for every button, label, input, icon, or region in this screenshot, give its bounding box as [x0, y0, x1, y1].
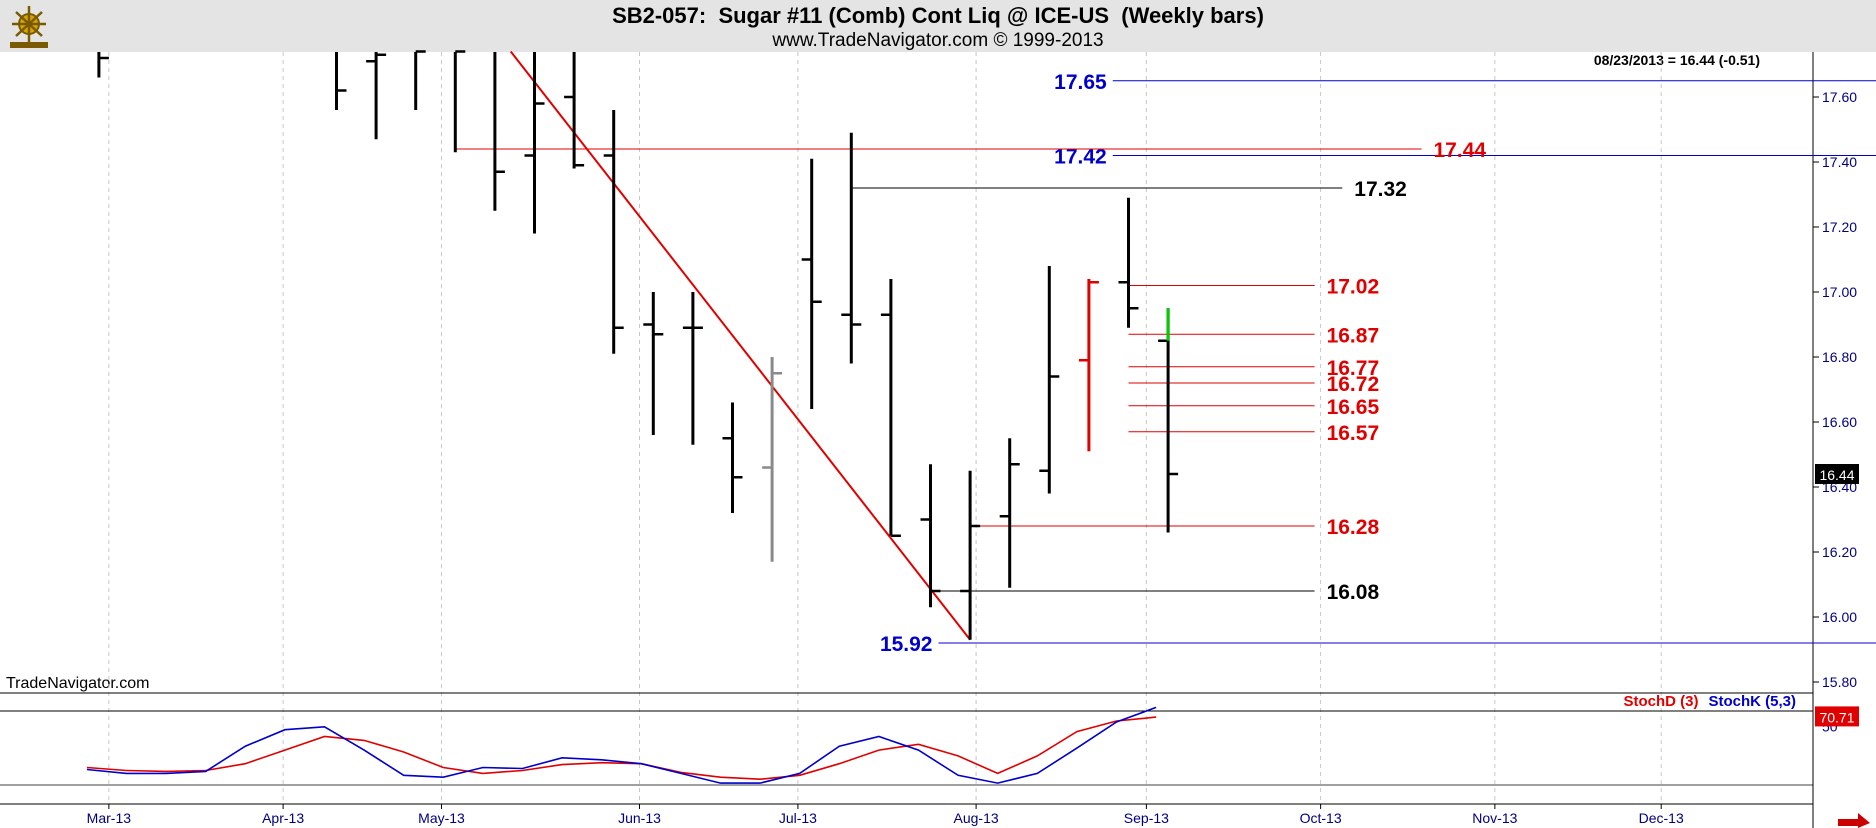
price-readout-text: 16.44 [1819, 467, 1854, 483]
x-tick-label: Sep-13 [1124, 810, 1169, 826]
level-label: 17.02 [1327, 276, 1380, 299]
x-tick-label: Jul-13 [779, 810, 817, 826]
price-tick-label: 17.40 [1822, 154, 1857, 170]
level-label: 17.44 [1434, 139, 1487, 162]
x-tick-label: Mar-13 [87, 810, 132, 826]
ohlc-bar [564, 52, 585, 169]
level-label: 17.42 [1054, 146, 1107, 169]
level-label: 16.65 [1327, 396, 1380, 419]
ohlc-bar [524, 52, 545, 234]
ohlc-bar [841, 132, 862, 364]
price-tick-label: 17.60 [1822, 89, 1857, 105]
level-label: 16.72 [1327, 373, 1380, 396]
ohlc-bar [880, 279, 901, 537]
x-tick-label: Jun-13 [618, 810, 661, 826]
trade-navigator-logo [10, 6, 48, 48]
level-label: 16.28 [1327, 516, 1380, 539]
x-tick-label: Nov-13 [1472, 810, 1517, 826]
ohlc-bar [762, 357, 783, 562]
level-label: 17.65 [1054, 71, 1107, 94]
ohlc-bar [335, 52, 347, 110]
level-label: 16.08 [1327, 581, 1380, 604]
price-tick-label: 16.60 [1822, 414, 1857, 430]
x-tick-label: Aug-13 [954, 810, 999, 826]
ohlc-bar [643, 292, 664, 435]
ohlc-bar [414, 50, 426, 110]
ohlc-bar [801, 158, 822, 409]
ohlc-bar [722, 402, 743, 513]
price-tick-label: 15.80 [1822, 674, 1857, 690]
price-tick-label: 16.20 [1822, 544, 1857, 560]
price-tick-label: 16.00 [1822, 609, 1857, 625]
x-tick-label: Dec-13 [1639, 810, 1684, 826]
level-label: 16.57 [1327, 422, 1380, 445]
ohlc-bar [453, 50, 466, 153]
x-tick-label: Oct-13 [1300, 810, 1342, 826]
chart-title: SB2-057: Sugar #11 (Comb) Cont Liq @ ICE… [612, 3, 1264, 28]
chart-subtitle: www.TradeNavigator.com © 1999-2013 [772, 30, 1104, 51]
legend-stochk: StochK (5,3) [1708, 693, 1796, 710]
watermark: TradeNavigator.com [6, 675, 150, 692]
x-tick-label: Apr-13 [262, 810, 304, 826]
ohlc-bar [920, 464, 941, 608]
series-line-stochk-5-3- [86, 706, 1157, 784]
ohlc-bar [366, 52, 387, 140]
price-readout-box [1815, 464, 1859, 484]
price-tick-label: 16.80 [1822, 349, 1857, 365]
level-label: 17.32 [1354, 178, 1407, 201]
price-tick-label: 17.20 [1822, 219, 1857, 235]
ohlc-bar [999, 438, 1020, 588]
oscillator-legend: StochD (3) StochK (5,3) [1623, 693, 1796, 710]
stoch-readout-box [1815, 706, 1859, 727]
ohlc-bar [1078, 279, 1099, 452]
series-line-stochd-3- [86, 716, 1157, 781]
x-tick-label: May-13 [418, 810, 465, 826]
stoch-readout-text: 70.71 [1819, 709, 1854, 725]
ohlc-bar [97, 52, 109, 78]
ohlc-bar [1118, 197, 1139, 328]
header-band [0, 0, 1876, 52]
ohlc-bar [1039, 266, 1060, 494]
ohlc-bar [603, 110, 624, 354]
ohlc-bar [493, 52, 505, 211]
scroll-right-icon [1838, 813, 1870, 828]
ohlc-bar [682, 292, 703, 445]
level-label: 16.77 [1327, 357, 1380, 380]
level-label: 16.87 [1327, 324, 1380, 347]
trend-line [509, 50, 971, 641]
last-price-readout: 08/23/2013 = 16.44 (-0.51) [1593, 52, 1760, 68]
ohlc-bar [1158, 308, 1179, 533]
price-tick-label: 17.00 [1822, 284, 1857, 300]
ohlc-bar [960, 470, 981, 640]
level-label: 15.92 [880, 633, 933, 656]
